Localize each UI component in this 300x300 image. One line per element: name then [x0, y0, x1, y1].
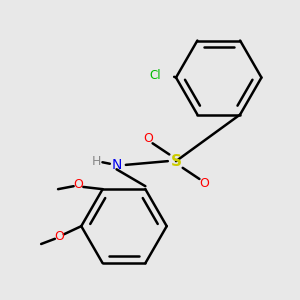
Text: S: S — [170, 154, 182, 169]
Text: Cl: Cl — [149, 69, 161, 82]
Text: N: N — [111, 158, 122, 172]
Text: O: O — [199, 177, 209, 190]
Text: O: O — [74, 178, 83, 191]
Text: H: H — [92, 155, 101, 168]
Text: O: O — [143, 132, 153, 146]
Text: O: O — [54, 230, 64, 243]
